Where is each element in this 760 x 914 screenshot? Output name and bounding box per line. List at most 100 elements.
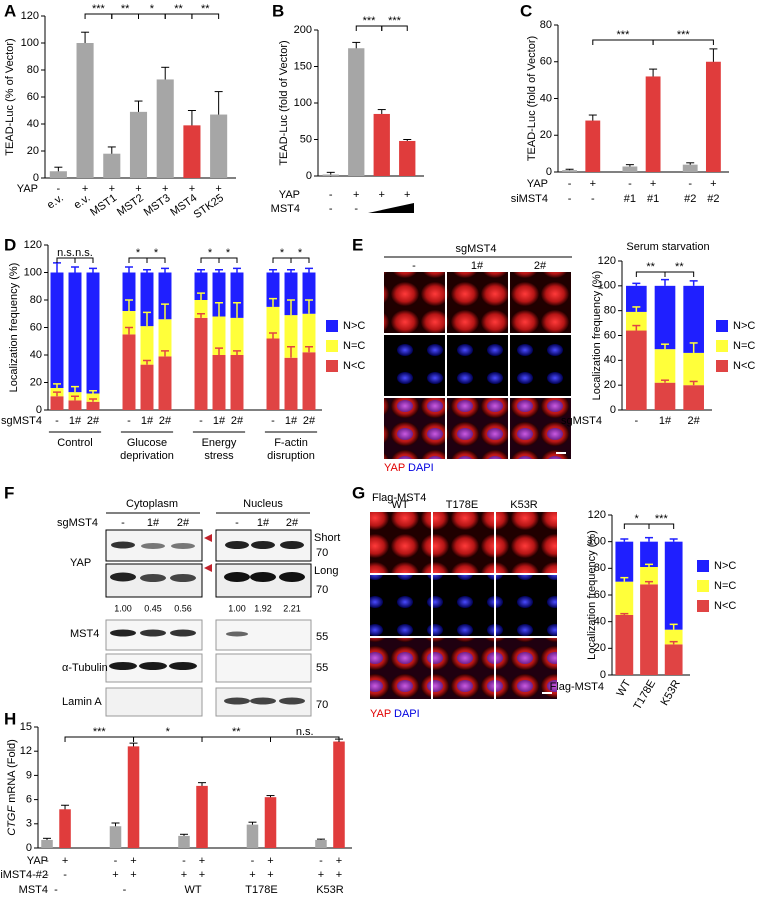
- significance-bracket: [652, 39, 714, 45]
- row-value: 2#: [303, 415, 316, 427]
- micrograph: [370, 638, 431, 699]
- row-value: +: [215, 183, 221, 195]
- column-label: 1#: [471, 260, 484, 272]
- bar: [373, 113, 390, 176]
- bar-segment: [615, 615, 634, 675]
- significance-label: *: [154, 247, 159, 259]
- row-value: +: [189, 183, 195, 195]
- chart: 0 50 100 150 200 TEAD-Luc (fold of Vector) YAP…: [271, 15, 424, 215]
- row-value: +: [336, 869, 342, 881]
- significance-label: ***: [93, 726, 107, 738]
- band: [280, 541, 304, 549]
- row-value: #2: [684, 193, 696, 205]
- micrograph-image: [510, 335, 571, 396]
- row-label: sgMST4: [1, 415, 42, 427]
- panel-f: Cytoplasm Nucleus sgMST4 - 1# 2# - 1# 2#…: [57, 498, 340, 717]
- row-value: T178E: [632, 678, 659, 712]
- micrograph-image: [447, 398, 508, 459]
- dose-wedge: [368, 203, 414, 213]
- row-value: +: [199, 855, 205, 867]
- row-value: #2: [707, 193, 719, 205]
- y-tick-label: 50: [300, 133, 312, 145]
- quant-label: 1.00: [228, 603, 246, 613]
- fraction-label: Cytoplasm: [126, 498, 178, 510]
- row-value: +: [267, 855, 273, 867]
- bar-segment: [640, 567, 658, 585]
- row-value: K53R: [316, 884, 344, 896]
- row-value: -: [54, 884, 58, 896]
- bar: [49, 171, 67, 178]
- row-label: MST4: [271, 203, 300, 215]
- quant-label: 0.56: [174, 603, 192, 613]
- bar-segment: [158, 356, 172, 410]
- y-axis-label: TEAD-Luc (fold of Vector): [278, 40, 290, 165]
- bar-segment: [212, 272, 226, 317]
- column-label: 2#: [534, 260, 547, 272]
- panel-label: C: [520, 1, 532, 20]
- bar: [622, 166, 638, 172]
- y-tick-label: 100: [588, 536, 606, 548]
- row-value: -: [127, 415, 131, 427]
- bar: [348, 48, 365, 176]
- y-tick-label: 0: [26, 842, 32, 854]
- micrograph: [384, 272, 445, 333]
- micrograph: [510, 335, 571, 396]
- band: [225, 541, 249, 549]
- panel-label: G: [352, 483, 365, 502]
- row-value: +: [199, 869, 205, 881]
- bar: [178, 835, 190, 848]
- bar-segment: [626, 330, 647, 410]
- micrograph: [447, 335, 508, 396]
- bar-segment: [654, 285, 676, 350]
- bar: [246, 824, 259, 848]
- row-value: -: [271, 415, 275, 427]
- significance-bracket: [381, 25, 408, 31]
- micrograph: [496, 575, 557, 636]
- row-value: +: [130, 869, 136, 881]
- chart: 0 20 40 60 80 100 120 Localization frequency (%…: [550, 509, 737, 712]
- significance-label: *: [150, 3, 155, 15]
- bar-segment: [158, 319, 172, 357]
- band: [251, 541, 275, 549]
- bar-segment: [664, 629, 683, 645]
- column-label: K53R: [510, 499, 538, 511]
- y-tick-label: 60: [604, 329, 616, 341]
- row-label: YAP: [279, 189, 300, 201]
- row-value: +: [650, 178, 656, 190]
- bar-segment: [664, 644, 683, 675]
- y-tick-label: 120: [21, 10, 39, 22]
- band: [226, 631, 248, 637]
- blot: [105, 687, 203, 717]
- bar-segment: [640, 541, 658, 567]
- lane-label: 2#: [177, 517, 190, 529]
- significance-bracket: [74, 257, 94, 263]
- lane-label: -: [121, 517, 125, 529]
- band: [141, 543, 165, 549]
- bar-segment: [158, 272, 172, 320]
- row-value: +: [181, 869, 187, 881]
- micrograph: [433, 575, 494, 636]
- bar-segment: [284, 272, 298, 316]
- micrograph-image: [370, 638, 431, 699]
- bar: [682, 164, 698, 172]
- blot: [215, 653, 312, 683]
- significance-label: **: [232, 726, 241, 738]
- micrograph-image: [510, 272, 571, 333]
- significance-label: *: [298, 247, 303, 259]
- row-value: -: [319, 855, 323, 867]
- y-tick-label: 12: [20, 745, 32, 757]
- legend-label: N<C: [343, 360, 365, 372]
- row-value: +: [130, 855, 136, 867]
- bar-segment: [122, 311, 136, 335]
- band: [110, 629, 136, 637]
- bar: [156, 79, 174, 178]
- micrograph: [384, 335, 445, 396]
- row-value: 1#: [69, 415, 82, 427]
- fraction-label: Nucleus: [243, 498, 283, 510]
- significance-label: *: [226, 247, 231, 259]
- row-value: +: [82, 183, 88, 195]
- stain-label: DAPI: [394, 708, 420, 720]
- y-tick-label: 60: [27, 91, 39, 103]
- row-value: -: [354, 203, 358, 215]
